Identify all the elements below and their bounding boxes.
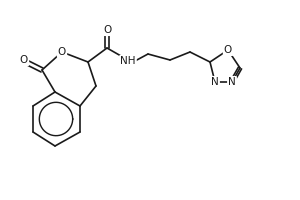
Text: O: O (224, 45, 232, 55)
Text: NH: NH (120, 56, 136, 66)
Text: N: N (211, 77, 219, 87)
Text: O: O (58, 47, 66, 57)
Text: O: O (103, 25, 111, 35)
Text: N: N (228, 77, 236, 87)
Text: O: O (20, 55, 28, 65)
